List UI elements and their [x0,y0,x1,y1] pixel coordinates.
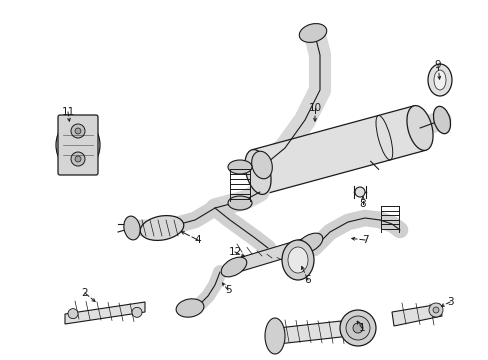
Polygon shape [251,106,425,194]
Ellipse shape [71,152,85,166]
Ellipse shape [432,307,438,313]
Ellipse shape [56,119,100,171]
Ellipse shape [352,323,362,333]
Ellipse shape [68,309,78,319]
Ellipse shape [264,318,285,354]
Text: 4: 4 [194,235,201,245]
Ellipse shape [132,307,142,318]
Ellipse shape [227,196,251,210]
Ellipse shape [433,70,445,90]
Text: 1: 1 [358,323,365,333]
Text: 8: 8 [359,199,366,209]
Ellipse shape [297,233,322,253]
Ellipse shape [140,216,183,240]
Ellipse shape [176,299,203,317]
Ellipse shape [432,106,449,134]
Ellipse shape [354,187,364,197]
Polygon shape [278,320,349,344]
Polygon shape [65,302,145,324]
Ellipse shape [299,24,326,42]
Ellipse shape [244,150,270,194]
Ellipse shape [287,247,307,273]
Ellipse shape [339,310,375,346]
Text: 9: 9 [434,60,440,70]
Ellipse shape [282,240,313,280]
Polygon shape [231,236,311,274]
Ellipse shape [227,160,251,174]
Ellipse shape [75,128,81,134]
Text: 10: 10 [308,103,321,113]
Ellipse shape [406,105,432,150]
Text: 3: 3 [446,297,452,307]
Text: 5: 5 [224,285,231,295]
Text: 12: 12 [228,247,241,257]
Ellipse shape [75,156,81,162]
FancyBboxPatch shape [58,115,98,175]
Ellipse shape [123,216,140,240]
Ellipse shape [427,64,451,96]
Text: 6: 6 [304,275,311,285]
Ellipse shape [428,303,442,317]
Ellipse shape [221,257,246,277]
Text: 2: 2 [81,288,88,298]
Ellipse shape [346,316,369,340]
Text: 7: 7 [361,235,367,245]
Ellipse shape [71,124,85,138]
Ellipse shape [251,151,272,179]
Text: 11: 11 [61,107,75,117]
Polygon shape [391,304,441,326]
